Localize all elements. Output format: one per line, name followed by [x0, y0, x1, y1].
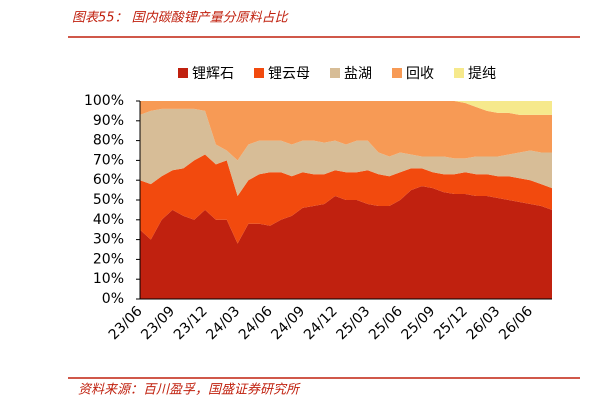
- area: [140, 101, 552, 115]
- source: 资料来源：百川盈孚，国盛证券研究所: [78, 382, 301, 398]
- y-tick-label: 30%: [93, 232, 124, 248]
- x-tick-label: 26/06: [496, 303, 536, 343]
- y-tick-label: 50%: [93, 192, 124, 208]
- y-tick-label: 20%: [93, 251, 124, 267]
- y-tick-label: 100%: [84, 93, 124, 109]
- y-tick-label: 70%: [93, 152, 124, 168]
- x-tick-label: 24/12: [301, 303, 341, 343]
- area: [140, 154, 552, 244]
- y-tick-label: 40%: [93, 212, 124, 228]
- legend-label: 锂辉石: [192, 66, 234, 82]
- area: [140, 108, 552, 197]
- x-tick-label: 23/12: [171, 303, 211, 343]
- x-tick-label: 24/09: [268, 303, 308, 343]
- y-tick-label: 0%: [102, 291, 124, 307]
- x-tick-label: 25/12: [431, 303, 471, 343]
- legend-label: 回收: [406, 66, 434, 82]
- area: [140, 101, 552, 161]
- legend-swatch: [330, 68, 340, 78]
- x-tick-label: 25/03: [333, 303, 373, 343]
- x-tick-label: 24/06: [236, 303, 276, 343]
- x-tick-label: 25/09: [399, 303, 439, 343]
- y-tick-label: 90%: [93, 113, 124, 129]
- legend-label: 提纯: [468, 66, 496, 82]
- x-tick-label: 25/06: [366, 303, 406, 343]
- y-tick-label: 10%: [93, 271, 124, 287]
- legend-swatch: [392, 68, 402, 78]
- x-tick-label: 24/03: [203, 303, 243, 343]
- chart-title: 图表55： 国内碳酸锂产量分原料占比: [72, 11, 289, 26]
- x-tick-label: 23/09: [138, 303, 178, 343]
- legend-label: 盐湖: [344, 66, 372, 82]
- x-tick-label: 26/03: [464, 303, 504, 343]
- legend-label: 锂云母: [268, 66, 310, 82]
- legend-swatch: [254, 68, 264, 78]
- x-tick-label: 23/06: [106, 303, 146, 343]
- legend-swatch: [178, 68, 188, 78]
- y-tick-label: 80%: [93, 133, 124, 149]
- legend-swatch: [454, 68, 464, 78]
- area: [140, 186, 552, 299]
- y-tick-label: 60%: [93, 172, 124, 188]
